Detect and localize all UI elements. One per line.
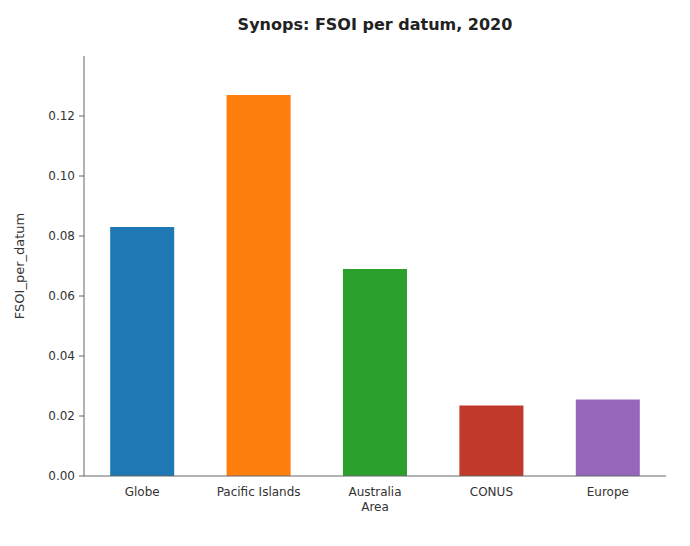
x-tick-label: Pacific Islands — [217, 485, 301, 499]
chart-svg: Synops: FSOI per datum, 2020 0.00 0.02 0.04… — [0, 0, 690, 546]
chart-container: Synops: FSOI per datum, 2020 0.00 0.02 0.04… — [0, 0, 690, 546]
y-tick-label: 0.12 — [48, 109, 75, 123]
y-tick-label: 0.06 — [48, 289, 75, 303]
y-tick — [79, 476, 84, 477]
x-tick-label: AustraliaArea — [348, 485, 401, 514]
x-axis-line — [84, 476, 666, 477]
y-tick-label: 0.00 — [48, 469, 75, 483]
y-axis-title: FSOI_per_datum — [12, 213, 27, 319]
bar — [227, 95, 291, 476]
y-tick — [79, 236, 84, 237]
x-tick-label: CONUS — [470, 485, 513, 499]
bar — [110, 227, 174, 476]
chart-title: Synops: FSOI per datum, 2020 — [238, 15, 513, 34]
y-tick — [79, 176, 84, 177]
y-tick-label: 0.08 — [48, 229, 75, 243]
bar — [343, 269, 407, 476]
x-tick-label: Europe — [587, 485, 629, 499]
y-tick-label: 0.04 — [48, 349, 75, 363]
y-tick — [79, 416, 84, 417]
y-tick — [79, 296, 84, 297]
bar — [459, 406, 523, 477]
y-tick-label: 0.10 — [48, 169, 75, 183]
x-axis: Globe Pacific Islands AustraliaArea CONUS Eu… — [125, 485, 629, 514]
y-tick — [79, 116, 84, 117]
y-tick-label: 0.02 — [48, 409, 75, 423]
bar — [576, 400, 640, 477]
y-axis-line — [84, 56, 85, 476]
x-tick-label: Globe — [125, 485, 160, 499]
y-axis: 0.00 0.02 0.04 0.06 0.08 0.10 0.12 — [48, 109, 84, 483]
bars — [110, 95, 640, 476]
y-tick — [79, 356, 84, 357]
